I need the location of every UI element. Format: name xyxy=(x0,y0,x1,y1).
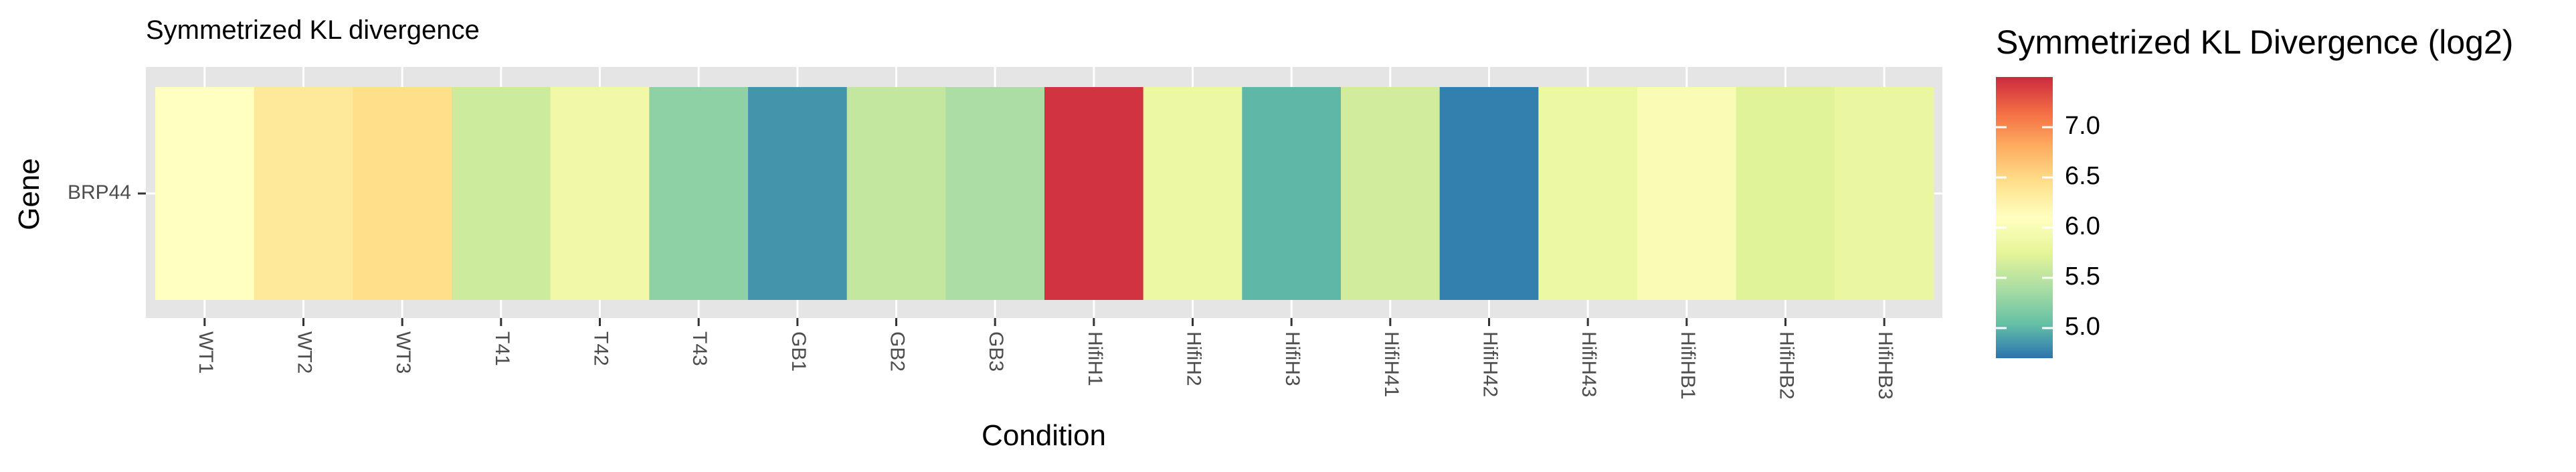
x-axis-ticks: WT1 WT2 WT3 T41 T42 T43 GB1 GB2 GB3 HifiH1 HifiH2 H… xyxy=(195,318,1896,400)
x-tick-label: HifiHB2 xyxy=(1776,331,1798,400)
x-tick-label: WT3 xyxy=(392,331,414,374)
legend-colorbar xyxy=(1996,77,2053,358)
x-tick-label: GB3 xyxy=(985,331,1007,372)
x-tick-label: HifiH1 xyxy=(1084,331,1106,386)
x-tick-label: GB2 xyxy=(887,331,909,372)
x-tick-label: HifiH42 xyxy=(1479,331,1501,397)
heatmap-cell-hifih3 xyxy=(1242,87,1342,300)
heatmap-cell-hifihb1 xyxy=(1637,87,1737,300)
x-tick-label: T41 xyxy=(491,331,513,366)
heatmap-cell-t43 xyxy=(649,87,749,300)
x-axis-title: Condition xyxy=(982,419,1106,452)
legend-tick-label: 7.0 xyxy=(2065,112,2100,140)
heatmap-cell-hifihb3 xyxy=(1835,87,1934,300)
y-axis-title: Gene xyxy=(13,158,45,230)
x-tick-label: HifiHB1 xyxy=(1677,331,1699,400)
heatmap-cell-t41 xyxy=(452,87,551,300)
x-tick-label: HifiH43 xyxy=(1578,331,1600,397)
heatmap-cell-wt3 xyxy=(353,87,452,300)
heatmap-cell-gb1 xyxy=(748,87,848,300)
heatmap-cell-wt1 xyxy=(155,87,255,300)
legend-tick-label: 6.0 xyxy=(2065,212,2100,240)
legend-tick-label: 5.5 xyxy=(2065,262,2100,291)
x-tick-label: T43 xyxy=(688,331,711,366)
heatmap-cell-hifih41 xyxy=(1341,87,1441,300)
x-tick-label: HifiHB3 xyxy=(1874,331,1896,400)
heatmap-cell-hifih1 xyxy=(1044,87,1144,300)
y-tick-label: BRP44 xyxy=(68,181,131,204)
heatmap-cell-wt2 xyxy=(254,87,353,300)
heatmap-cell-hifih43 xyxy=(1538,87,1638,300)
heatmap-cell-hifih2 xyxy=(1143,87,1243,300)
chart-title: Symmetrized KL divergence xyxy=(146,15,480,45)
heatmap-cell-hifihb2 xyxy=(1736,87,1835,300)
heatmap-cell-t42 xyxy=(550,87,650,300)
x-tick-label: GB1 xyxy=(788,331,810,372)
legend-ticks: 5.0 5.5 6.0 6.5 7.0 xyxy=(1996,112,2100,341)
heatmap-tiles xyxy=(155,87,1934,300)
x-tick-label: HifiH41 xyxy=(1380,331,1402,397)
legend-title: Symmetrized KL Divergence (log2) xyxy=(1996,23,2513,61)
heatmap-cell-gb2 xyxy=(846,87,946,300)
x-tick-label: WT1 xyxy=(195,331,217,374)
heatmap-cell-hifih42 xyxy=(1439,87,1539,300)
x-tick-label: T42 xyxy=(590,331,612,366)
x-tick-label: HifiH3 xyxy=(1281,331,1303,386)
legend-tick-label: 6.5 xyxy=(2065,162,2100,190)
x-tick-label: WT2 xyxy=(294,331,316,374)
x-tick-label: HifiH2 xyxy=(1183,331,1205,386)
heatmap-cell-gb3 xyxy=(945,87,1045,300)
legend-tick-label: 5.0 xyxy=(2065,313,2100,341)
y-axis-ticks: BRP44 xyxy=(68,181,146,204)
